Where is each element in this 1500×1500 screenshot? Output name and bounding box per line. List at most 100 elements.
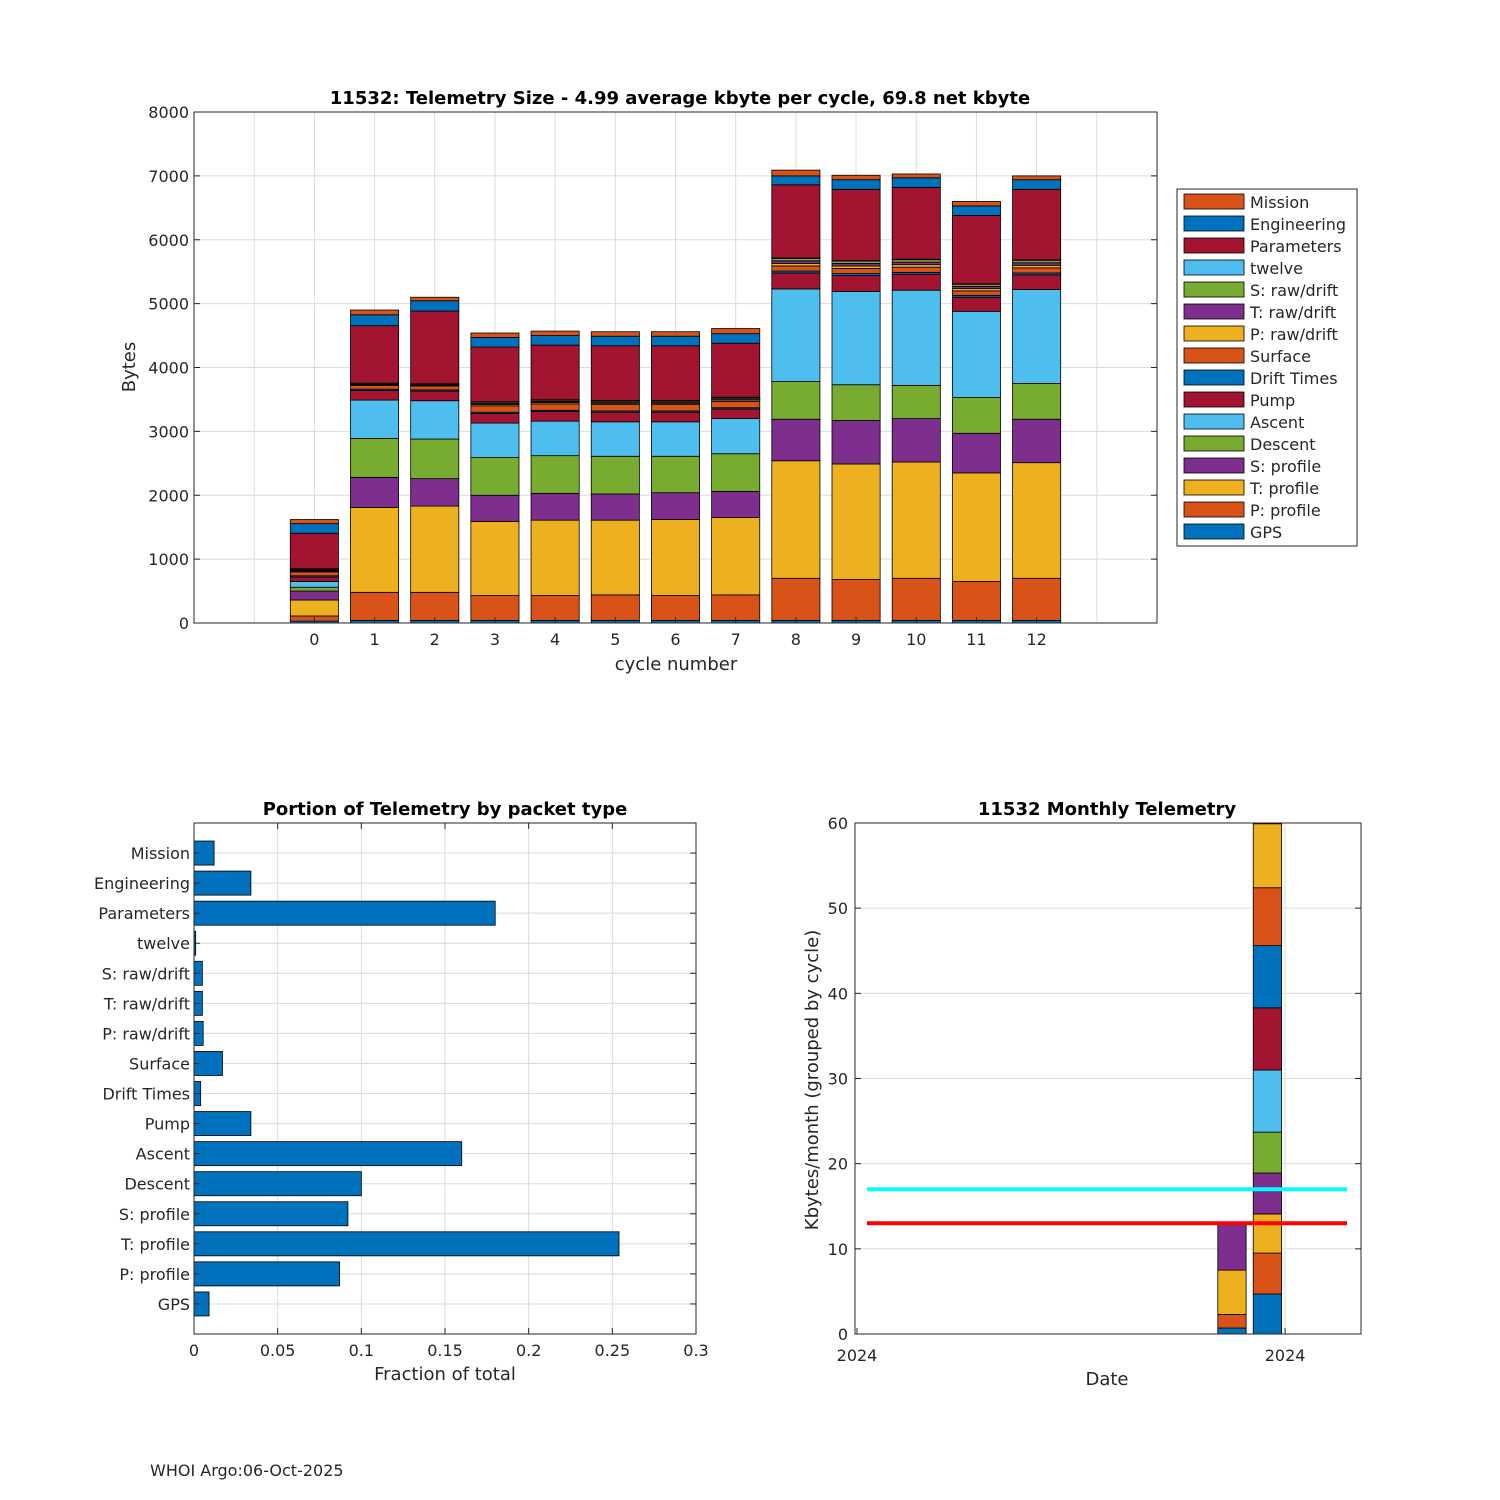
bar-segment (590, 519, 640, 596)
bar-segment (651, 331, 700, 337)
bar-segment (530, 330, 580, 336)
bar-segment (711, 453, 761, 492)
y-tick-label: Parameters (98, 904, 190, 923)
legend-swatch (1183, 457, 1245, 474)
x-tick-label: 0.1 (349, 1341, 374, 1360)
bar-segment (891, 577, 941, 621)
bar-segment (530, 411, 580, 422)
bar-segment (831, 268, 881, 275)
footer-text: WHOI Argo:06-Oct-2025 (150, 1461, 344, 1480)
bar-segment (831, 179, 881, 190)
bar-segment (530, 420, 580, 457)
legend-label: Pump (1250, 391, 1295, 410)
bar-segment (350, 309, 400, 316)
bar-segment (891, 177, 941, 188)
bar-segment (410, 438, 460, 480)
x-tick-label: 8 (791, 630, 801, 649)
bar (193, 1171, 362, 1197)
bar-segment (470, 595, 520, 621)
bar-segment (410, 591, 460, 621)
x-tick-label: 0 (309, 630, 319, 649)
y-tick-label: S: profile (119, 1205, 190, 1224)
bar-segment (1012, 462, 1062, 579)
x-tick-label: 11 (966, 630, 986, 649)
legend-swatch (1183, 215, 1245, 232)
bar (193, 1261, 340, 1287)
legend-swatch (1183, 501, 1245, 518)
bar-segment (891, 273, 941, 291)
bar-segment (590, 455, 640, 495)
legend-label: P: raw/drift (1250, 325, 1338, 344)
bar-segment (470, 346, 520, 403)
portion-by-packet-chart: Portion of Telemetry by packet type 0 0.0… (94, 799, 709, 1385)
bar-segment (711, 400, 761, 409)
y-tick-label: Surface (129, 1054, 190, 1073)
bar-segment (651, 519, 700, 596)
bar-segment (530, 403, 580, 411)
bar-segment (711, 408, 761, 419)
bar-segment (350, 390, 400, 401)
x-tick-label: 4 (550, 630, 560, 649)
chart-title: Portion of Telemetry by packet type (263, 799, 628, 820)
x-tick-label: 10 (906, 630, 926, 649)
bar-segment (891, 186, 941, 260)
x-tick-label: 1 (369, 630, 379, 649)
bar-segment (711, 333, 761, 344)
x-axis-label: Fraction of total (374, 1364, 516, 1385)
bar-segment (350, 314, 400, 327)
legend-label: Surface (1250, 347, 1311, 366)
bar-segment (651, 345, 700, 401)
bar-segment (350, 438, 400, 478)
legend-swatch (1183, 193, 1245, 210)
bar-segment (951, 581, 1001, 621)
bar-segment (530, 455, 580, 494)
y-tick-label: 40 (828, 984, 848, 1003)
bar-segment (771, 288, 821, 382)
y-tick-label: 50 (828, 899, 848, 918)
x-tick-label: 5 (610, 630, 620, 649)
legend-swatch (1183, 237, 1245, 254)
bar-segment (771, 381, 821, 420)
bar-segment (651, 455, 700, 494)
x-tick-label: 6 (670, 630, 680, 649)
chart-title: 11532 Monthly Telemetry (978, 799, 1236, 820)
bar-segment (350, 399, 400, 439)
y-tick-label: S: raw/drift (102, 964, 190, 983)
x-tick-label: 0 (189, 1341, 199, 1360)
bar-segment (1012, 188, 1062, 261)
y-tick-label: T: profile (120, 1235, 190, 1254)
bar-segment (1012, 577, 1062, 621)
legend-swatch (1183, 391, 1245, 408)
legend: Mission Engineering Parameters twelve S: raw… (1176, 188, 1358, 547)
bar-segment (771, 460, 821, 579)
legend-label: T: raw/drift (1249, 303, 1336, 322)
bar-segment (410, 390, 460, 402)
bar-segment (651, 335, 700, 347)
bar-segment (530, 595, 580, 621)
x-tick-label: 0.05 (260, 1341, 296, 1360)
legend-label: T: profile (1249, 479, 1319, 498)
legend-label: S: raw/drift (1250, 281, 1338, 300)
legend-label: Parameters (1250, 237, 1342, 256)
x-tick-label: 2024 (1265, 1346, 1306, 1365)
bar-segment (831, 579, 881, 621)
bar-segment (530, 335, 580, 346)
bar-segment (831, 291, 881, 386)
y-tick-label: 8000 (148, 103, 189, 122)
legend-swatch (1183, 303, 1245, 320)
bar (193, 1141, 463, 1167)
legend-label: S: profile (1250, 457, 1321, 476)
y-tick-label: 6000 (148, 231, 189, 250)
bar-segment (590, 594, 640, 621)
y-tick-label: 10 (828, 1240, 848, 1259)
bar-segment (711, 491, 761, 519)
bar-segment (289, 532, 339, 570)
bar-segment (350, 591, 400, 621)
legend-swatch (1183, 325, 1245, 342)
bar-segment (651, 492, 700, 520)
bar-segment (1252, 1007, 1282, 1071)
y-tick-label: Engineering (94, 874, 190, 893)
bar-segment (651, 595, 700, 621)
bar-segment (1012, 179, 1062, 190)
bar-segment (470, 413, 520, 424)
